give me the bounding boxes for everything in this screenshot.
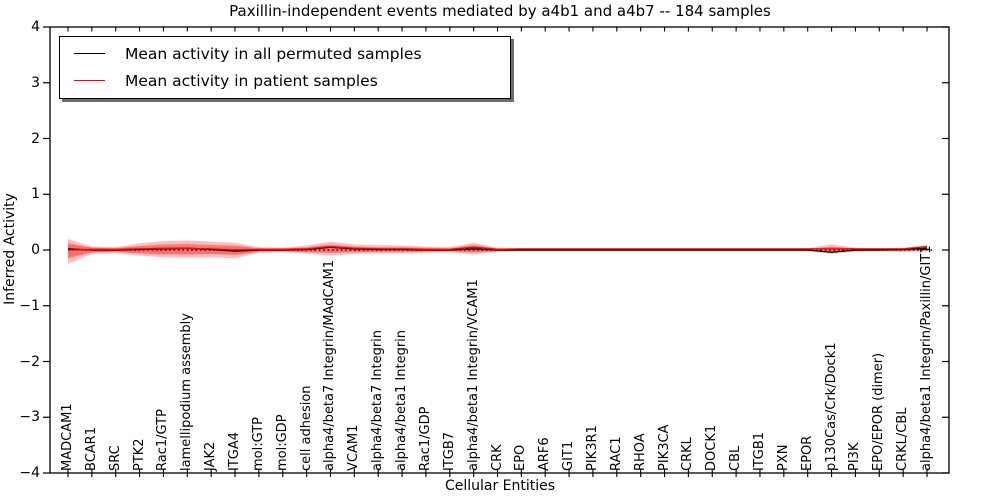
- x-tick-label: BCAR1: [83, 427, 99, 471]
- x-axis-title: Cellular Entities: [444, 478, 556, 494]
- permuted-line-sample: [74, 53, 105, 54]
- x-tick-label: ARF6: [537, 437, 553, 471]
- x-tick-label: alpha4/beta1 Integrin/Paxillin/GIT1: [919, 245, 934, 471]
- x-tick-label: RHOA: [632, 433, 648, 471]
- x-tick-label: CBL: [728, 445, 744, 471]
- x-tick-label: DOCK1: [704, 424, 720, 471]
- y-tick-label: 4: [31, 19, 40, 35]
- chart-title: Paxillin-independent events mediated by …: [229, 2, 771, 20]
- y-tick-label: −2: [19, 353, 40, 370]
- x-tick-label: mol:GDP: [274, 414, 290, 471]
- legend-item-permuted: Mean activity in all permuted samples: [60, 40, 510, 67]
- legend-box: Mean activity in all permuted samples Me…: [59, 36, 511, 99]
- x-tick-label: ITGB1: [751, 431, 767, 471]
- x-tick-label: EPOR: [799, 435, 815, 471]
- x-tick-label: alpha4/beta1 Integrin/VCAM1: [465, 279, 481, 471]
- x-tick-label: EPO/EPOR (dimer): [871, 352, 887, 471]
- legend-item-patient: Mean activity in patient samples: [60, 67, 510, 94]
- x-tick-label: SRC: [107, 445, 123, 471]
- x-tick-label: alpha4/beta1 Integrin: [394, 329, 410, 471]
- x-tick-label: CRK: [489, 444, 505, 471]
- patient-spread-outer-band: [68, 238, 927, 264]
- y-tick-label: 0: [31, 242, 40, 258]
- y-tick-label: −4: [19, 465, 40, 481]
- x-tick-label: cell adhesion: [298, 385, 314, 471]
- patient-spread-inner-band: [68, 243, 927, 259]
- x-tick-label: p130Cas/Crk/Dock1: [823, 342, 839, 471]
- y-tick-label: 3: [31, 74, 40, 91]
- x-tick-label: MADCAM1: [60, 403, 75, 471]
- x-tick-label: PI3K: [847, 442, 863, 471]
- legend-label-patient: Mean activity in patient samples: [125, 71, 378, 90]
- x-tick-label: GIT1: [561, 440, 577, 471]
- x-tick-label: ITGA4: [227, 431, 243, 471]
- y-tick-label: 2: [31, 130, 40, 147]
- x-tick-label: Rac1/GTP: [155, 409, 171, 471]
- x-tick-label: EPO: [513, 444, 529, 471]
- x-tick-label: PXN: [775, 444, 791, 471]
- x-tick-label: lamellipodium assembly: [179, 313, 195, 471]
- x-tick-label: PTK2: [131, 438, 147, 471]
- patient-line-sample: [74, 80, 105, 81]
- x-tick-label: PIK3CA: [656, 424, 672, 471]
- x-tick-label: Rac1/GDP: [417, 406, 433, 471]
- x-tick-label: PIK3R1: [584, 425, 600, 471]
- x-tick-label: JAK2: [203, 441, 219, 471]
- x-tick-label: alpha4/beta7 Integrin: [370, 329, 386, 471]
- mean-patient-line: [67, 246, 928, 251]
- x-tick-label: ITGB7: [441, 431, 457, 471]
- x-tick-label: CRKL: [680, 437, 696, 471]
- x-tick-label: VCAM1: [346, 424, 362, 471]
- y-tick-label: 1: [31, 186, 40, 203]
- x-tick-label: RAC1: [608, 436, 624, 471]
- legend-label-permuted: Mean activity in all permuted samples: [125, 44, 422, 63]
- y-tick-label: −1: [19, 297, 40, 314]
- y-tick-label: −3: [19, 409, 40, 426]
- x-tick-label: mol:GTP: [250, 417, 266, 471]
- x-tick-label: CRKL/CBL: [895, 407, 911, 472]
- x-tick-label: alpha4/beta7 Integrin/MAdCAM1: [322, 260, 338, 471]
